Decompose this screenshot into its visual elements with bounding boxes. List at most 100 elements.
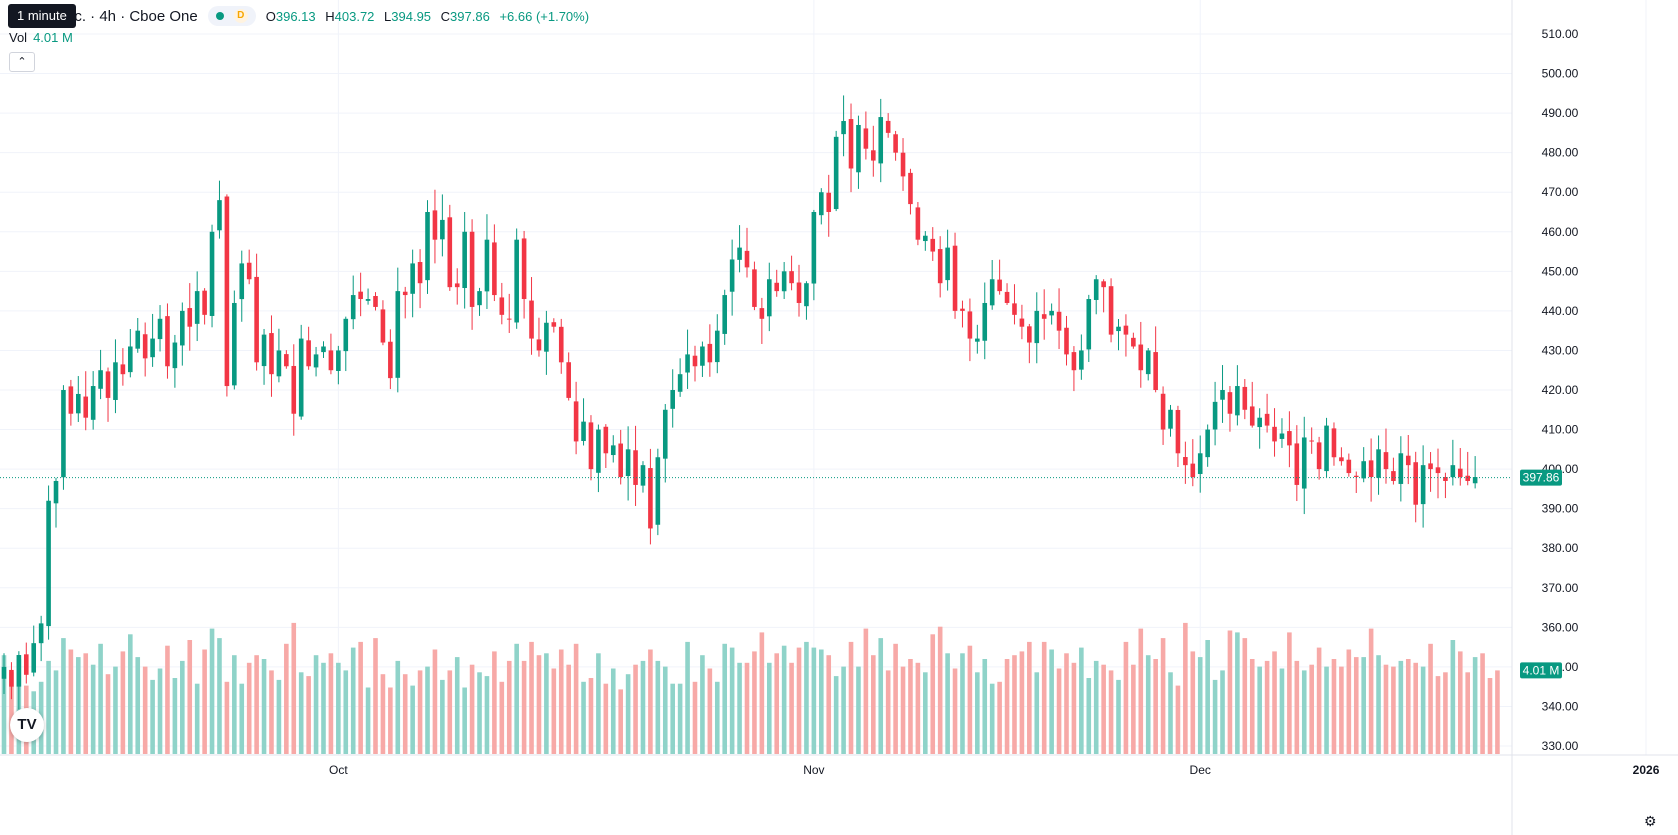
candle-body bbox=[804, 283, 809, 307]
candle-body bbox=[150, 338, 155, 358]
volume-bar bbox=[187, 640, 193, 754]
volume-bar bbox=[1383, 664, 1389, 754]
volume-bar bbox=[1405, 659, 1411, 754]
candle-body bbox=[454, 283, 460, 288]
candle-body bbox=[1034, 310, 1040, 344]
candle-body bbox=[469, 231, 475, 307]
volume-bar bbox=[469, 664, 475, 754]
volume-bar bbox=[581, 681, 586, 754]
volume-bar bbox=[1197, 657, 1203, 754]
volume-bar bbox=[1093, 660, 1099, 754]
candle-body bbox=[1101, 281, 1106, 288]
candle-body bbox=[350, 295, 356, 320]
volume-bar bbox=[454, 657, 460, 754]
candle-body bbox=[1361, 461, 1366, 479]
candle-body bbox=[766, 279, 772, 317]
gear-icon[interactable]: ⚙ bbox=[1644, 813, 1657, 829]
candle-body bbox=[16, 655, 22, 687]
candle-body bbox=[573, 401, 579, 442]
volume-value: 4.01 M bbox=[33, 30, 73, 45]
x-tick-label: Oct bbox=[329, 763, 348, 777]
open-value: 396.13 bbox=[275, 8, 316, 24]
volume-bar bbox=[841, 666, 846, 754]
volume-bar bbox=[336, 662, 341, 754]
candle-body bbox=[819, 192, 824, 216]
candle-body bbox=[923, 235, 928, 242]
candle-body bbox=[1287, 431, 1292, 446]
volume-bar bbox=[135, 657, 141, 754]
volume-bar bbox=[202, 649, 207, 754]
candle-body bbox=[1175, 409, 1181, 454]
candle-body bbox=[38, 623, 44, 644]
candle-body bbox=[180, 310, 185, 346]
candle-body bbox=[774, 282, 780, 292]
volume-bar bbox=[395, 660, 401, 754]
candle-body bbox=[1242, 386, 1248, 410]
volume-bar bbox=[566, 664, 571, 754]
volume-bar bbox=[1309, 664, 1314, 754]
volume-bar bbox=[1279, 668, 1285, 754]
volume-bar bbox=[1027, 641, 1032, 754]
candle-body bbox=[1227, 392, 1233, 414]
candle-body bbox=[737, 247, 742, 260]
delayed-data-badge: D bbox=[233, 9, 248, 23]
candle-body bbox=[848, 119, 854, 169]
volume-bar bbox=[388, 687, 393, 754]
volume-bar bbox=[53, 670, 59, 754]
candle-body bbox=[98, 370, 103, 389]
volume-bar bbox=[1413, 662, 1418, 754]
candle-body bbox=[1368, 460, 1374, 478]
candle-body bbox=[388, 341, 393, 379]
chart-legend: nc. · 4h · Cboe One D O396.13 H403.72 L3… bbox=[8, 4, 589, 28]
volume-bar bbox=[365, 687, 371, 754]
candle-body bbox=[1346, 459, 1352, 474]
volume-bar bbox=[432, 649, 438, 754]
volume-bar bbox=[930, 634, 936, 754]
volume-bar bbox=[142, 666, 148, 754]
candle-body bbox=[937, 249, 943, 284]
volume-bar bbox=[670, 683, 675, 754]
y-tick-label: 500.00 bbox=[1542, 67, 1579, 81]
volume-bar bbox=[440, 679, 445, 754]
chevron-up-icon[interactable]: ⌃ bbox=[9, 52, 35, 72]
candle-body bbox=[811, 212, 817, 284]
symbol-title[interactable]: nc. · 4h · Cboe One bbox=[66, 7, 198, 25]
candle-body bbox=[53, 480, 59, 504]
volume-bar bbox=[83, 653, 89, 754]
candle-body bbox=[744, 250, 750, 268]
candle-body bbox=[596, 429, 601, 473]
volume-bar bbox=[76, 657, 81, 754]
candle-body bbox=[128, 346, 133, 373]
y-tick-label: 410.00 bbox=[1542, 423, 1579, 437]
candle-body bbox=[707, 343, 713, 363]
status-pills[interactable]: D bbox=[207, 6, 256, 26]
volume-bar bbox=[1019, 651, 1025, 754]
candle-body bbox=[165, 316, 170, 367]
volume-bar bbox=[893, 643, 898, 754]
volume-bar bbox=[596, 653, 601, 754]
candle-body bbox=[217, 200, 222, 231]
volume-bar bbox=[923, 672, 928, 754]
candle-body bbox=[1376, 449, 1381, 478]
candle-body bbox=[46, 500, 51, 627]
volume-bar bbox=[180, 660, 185, 754]
volume-bar bbox=[1249, 659, 1255, 754]
volume-bar bbox=[544, 653, 549, 754]
volume-bar bbox=[209, 628, 215, 754]
candle-body bbox=[967, 311, 973, 339]
volume-bar bbox=[246, 662, 252, 754]
tradingview-logo[interactable]: TV bbox=[10, 708, 44, 742]
volume-bar bbox=[165, 645, 170, 754]
candle-body bbox=[425, 212, 430, 281]
volume-bar bbox=[425, 666, 430, 754]
candle-body bbox=[1279, 433, 1285, 439]
volume-bar bbox=[261, 659, 267, 754]
candle-body bbox=[1324, 425, 1329, 472]
volume-bar bbox=[722, 643, 728, 754]
candle-body bbox=[692, 355, 698, 367]
candle-body bbox=[1249, 406, 1255, 426]
candle-body bbox=[982, 302, 988, 341]
volume-bar bbox=[700, 655, 705, 754]
volume-bar bbox=[232, 655, 237, 754]
